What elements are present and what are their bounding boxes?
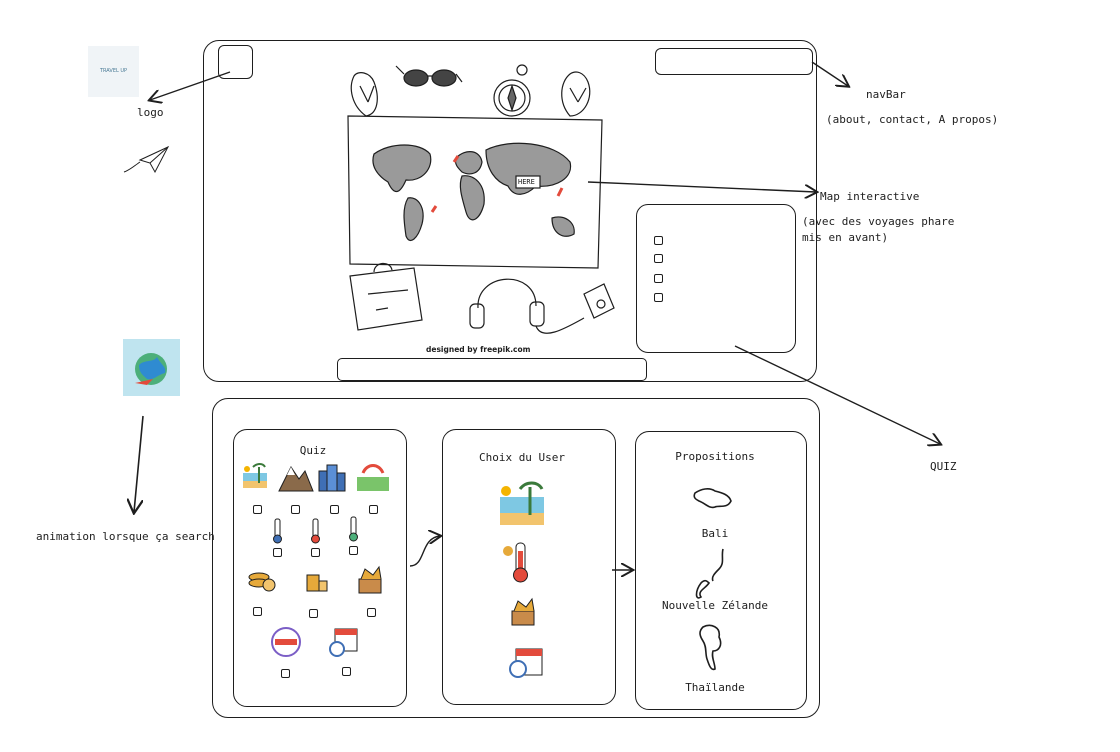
quiz-option-checkbox[interactable] xyxy=(330,505,339,514)
map-annotation: Map interactive xyxy=(820,190,920,203)
quiz-option-checkbox[interactable] xyxy=(367,608,376,617)
gold-coins-icon xyxy=(248,572,276,592)
search-anim-annotation: animation lorsque ça search xyxy=(36,530,215,543)
logo-annotation: logo xyxy=(137,106,164,119)
logo-thumb-text: TRAVEL UP xyxy=(99,68,128,74)
proposal-name[interactable]: Thaïlande xyxy=(685,681,745,694)
map-credit: designed by freepik.com xyxy=(426,345,531,354)
flip-flop-icon xyxy=(561,71,591,117)
quiz-panel xyxy=(233,429,407,707)
navbar-detail-annotation: (about, contact, A propos) xyxy=(826,113,999,126)
globe-icon xyxy=(135,353,167,385)
map-detail-annotation-1: (avec des voyages phare xyxy=(802,215,955,228)
bali-map-icon xyxy=(693,488,732,509)
user-choice-icons xyxy=(500,481,544,678)
bottom-frame xyxy=(212,398,820,718)
compass-icon xyxy=(493,64,531,117)
beach-icon xyxy=(243,463,267,488)
weekend-calendar-icon xyxy=(271,627,301,657)
map-pin-label: HERE xyxy=(518,178,535,186)
proposals-title: Propositions xyxy=(675,450,755,463)
thailand-map-icon xyxy=(699,624,722,671)
quiz-option-checkbox[interactable] xyxy=(291,505,300,514)
treasure-icon xyxy=(358,565,382,594)
navbar-arrow xyxy=(811,61,848,86)
nature-icon xyxy=(357,464,389,491)
user-choice-title: Choix du User xyxy=(478,451,566,464)
logo-placeholder[interactable] xyxy=(218,45,253,79)
navbar-annotation: navBar xyxy=(866,88,906,101)
quiz-option-checkbox[interactable] xyxy=(281,669,290,678)
quiz-option-checkbox[interactable] xyxy=(309,609,318,618)
warm-thermometer-icon xyxy=(349,516,358,542)
music-player-icon xyxy=(583,283,615,319)
quiz-option-checkbox[interactable] xyxy=(311,548,320,557)
quiz-icons xyxy=(243,463,389,657)
paper-plane-icon xyxy=(123,145,170,174)
quiz-checkbox[interactable] xyxy=(654,236,663,245)
search-anim-arrow xyxy=(134,415,144,512)
quiz-annotation: QUIZ xyxy=(930,460,957,473)
cold-thermometer-icon xyxy=(273,518,282,544)
search-animation-thumbnail xyxy=(123,339,180,396)
quiz-option-checkbox[interactable] xyxy=(349,546,358,555)
beach-icon xyxy=(500,481,544,525)
user-choice-panel xyxy=(442,429,616,705)
logo-thumbnail: TRAVEL UP xyxy=(88,46,139,97)
quiz-option-checkbox[interactable] xyxy=(342,667,351,676)
map-sheet xyxy=(347,115,603,269)
logo-arrow xyxy=(150,71,231,100)
quiz-checkbox[interactable] xyxy=(654,254,663,263)
navbar-placeholder[interactable] xyxy=(655,48,813,75)
map-arrow xyxy=(587,181,816,192)
quiz-option-checkbox[interactable] xyxy=(273,548,282,557)
calendar-clock-icon xyxy=(329,628,358,657)
top-frame xyxy=(203,40,817,382)
quiz-widget[interactable] xyxy=(636,204,796,353)
new-zealand-map-icon xyxy=(695,548,724,599)
proposals-maps xyxy=(693,488,732,671)
city-icon xyxy=(318,464,346,492)
quiz-to-choice-arrow xyxy=(409,536,440,567)
quiz-option-checkbox[interactable] xyxy=(253,505,262,514)
quiz-checkbox[interactable] xyxy=(654,274,663,283)
mountain-icon xyxy=(278,466,314,492)
treasure-icon xyxy=(511,597,535,626)
sunglasses-icon xyxy=(395,65,463,87)
proposal-name[interactable]: Nouvelle Zélande xyxy=(662,599,768,612)
quiz-checkbox[interactable] xyxy=(654,293,663,302)
proposals-panel xyxy=(635,431,807,710)
world-map-illustration[interactable]: HERE designed by freepik.com xyxy=(330,58,620,358)
suitcase-icon xyxy=(349,262,423,331)
coins-stack-icon xyxy=(306,574,328,592)
proposal-name[interactable]: Bali xyxy=(701,527,729,540)
flip-flop-icon xyxy=(350,72,378,117)
map-detail-annotation-2: mis en avant) xyxy=(802,231,889,244)
medium-thermometer-icon xyxy=(311,518,320,544)
search-bar-placeholder[interactable] xyxy=(337,358,647,381)
quiz-option-checkbox[interactable] xyxy=(369,505,378,514)
calendar-clock-icon xyxy=(509,648,543,678)
headphones-icon xyxy=(469,278,585,334)
quiz-option-checkbox[interactable] xyxy=(253,607,262,616)
hot-thermometer-icon xyxy=(503,542,528,583)
quiz-panel-title: Quiz xyxy=(299,444,327,457)
quiz-arrow xyxy=(734,345,940,444)
